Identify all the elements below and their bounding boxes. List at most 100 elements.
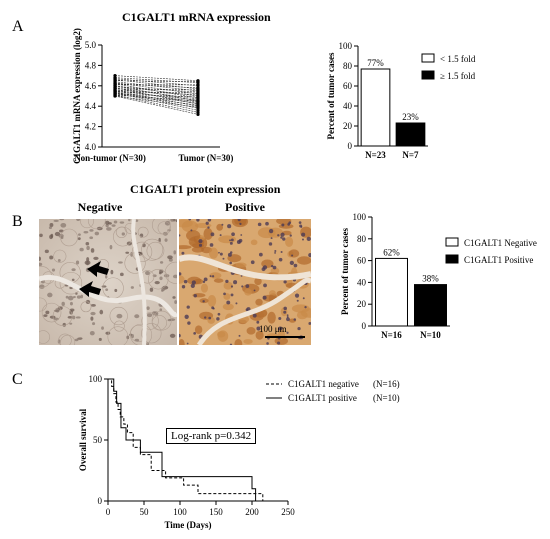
cell-nucleus <box>219 252 223 256</box>
cell-nucleus <box>229 251 233 254</box>
cell-outline <box>80 219 94 229</box>
cell-nucleus <box>151 311 157 315</box>
cell-nucleus <box>101 326 104 330</box>
cell-nucleus <box>71 268 76 272</box>
cell-outline <box>53 249 67 263</box>
stain-region <box>250 239 258 246</box>
bar <box>414 284 447 327</box>
cell-nucleus <box>231 232 235 237</box>
cell-nucleus <box>226 300 231 305</box>
cell-nucleus <box>159 261 164 264</box>
x-tick-label: Tumor (N=30) <box>179 153 234 163</box>
y-axis-label: Overall survival <box>78 408 88 471</box>
cell-nucleus <box>59 219 65 221</box>
stain-region <box>223 281 233 290</box>
cell-nucleus <box>283 306 287 311</box>
cell-nucleus <box>302 297 305 300</box>
cell-nucleus <box>65 295 69 299</box>
stain-region <box>296 256 311 265</box>
cell-nucleus <box>90 304 96 307</box>
cell-nucleus <box>210 232 215 237</box>
cell-nucleus <box>245 284 250 289</box>
stain-region <box>181 220 199 233</box>
cell-nucleus <box>308 322 311 325</box>
data-point <box>196 95 200 99</box>
cell-nucleus <box>274 252 276 254</box>
cell-nucleus <box>161 286 166 291</box>
micrograph-positive: 100 μm <box>179 219 311 345</box>
cell-outline <box>115 226 128 238</box>
cell-nucleus <box>99 309 104 315</box>
bar-data-label: 38% <box>422 274 439 284</box>
pair-line <box>114 89 199 96</box>
pair-line <box>114 83 199 89</box>
cell-nucleus <box>53 219 59 222</box>
cell-nucleus <box>89 236 94 240</box>
cell-outline <box>107 326 129 345</box>
cell-nucleus <box>306 236 311 242</box>
cell-outline <box>41 302 62 323</box>
pair-line <box>114 77 199 84</box>
legend-label: C1GALT1 negative <box>288 379 359 389</box>
cell-nucleus <box>274 249 277 253</box>
cell-nucleus <box>80 294 84 299</box>
cell-outline <box>141 323 162 344</box>
cell-nucleus <box>48 226 52 230</box>
cell-nucleus <box>86 257 90 262</box>
stain-region <box>246 327 256 335</box>
cell-nucleus <box>186 305 190 309</box>
cell-nucleus <box>301 232 306 237</box>
cell-nucleus <box>39 262 43 266</box>
cell-nucleus <box>154 281 160 285</box>
cell-nucleus <box>188 219 192 221</box>
stain-region <box>254 277 262 286</box>
protein-title: C1GALT1 protein expression <box>130 182 281 196</box>
negative-label: Negative <box>77 200 123 214</box>
cell-nucleus <box>111 224 116 227</box>
cell-nucleus <box>268 242 273 246</box>
cell-nucleus <box>282 237 286 241</box>
cell-nucleus <box>266 342 269 345</box>
y-axis-label: Percent of tumor cases <box>326 52 336 139</box>
panel-label-a: A <box>12 18 24 35</box>
cell-nucleus <box>94 231 100 236</box>
cell-nucleus <box>121 232 125 236</box>
x-tick-label: 150 <box>209 507 223 517</box>
cell-nucleus <box>109 244 113 250</box>
y-tick-label: 60 <box>357 256 367 266</box>
cell-outline <box>113 320 125 332</box>
y-tick-label: 4.8 <box>85 60 97 70</box>
pair-line <box>114 75 199 81</box>
cell-nucleus <box>69 308 75 312</box>
cell-outline <box>39 297 47 312</box>
cell-nucleus <box>149 287 154 292</box>
cell-outline <box>146 241 165 260</box>
cell-nucleus <box>229 261 232 265</box>
legend-swatch <box>445 237 459 247</box>
mrna-title: C1GALT1 mRNA expression <box>122 10 271 24</box>
legend-label: C1GALT1 positive <box>288 393 357 403</box>
legend-label: C1GALT1 Positive <box>464 255 533 265</box>
cell-nucleus <box>114 288 118 293</box>
cell-nucleus <box>74 338 79 342</box>
cell-nucleus <box>227 224 232 229</box>
cell-nucleus <box>158 272 162 275</box>
cell-nucleus <box>67 295 74 301</box>
cell-nucleus <box>162 231 168 236</box>
y-tick-label: 100 <box>353 212 367 222</box>
y-tick-label: 100 <box>89 374 103 384</box>
cell-nucleus <box>235 302 238 305</box>
stain-region <box>285 236 294 247</box>
cell-nucleus <box>287 223 290 226</box>
pair-line <box>114 93 199 98</box>
data-point <box>196 83 200 87</box>
cell-nucleus <box>205 221 209 225</box>
cell-nucleus <box>283 310 287 314</box>
y-tick-label: 5.0 <box>85 40 97 50</box>
cell-outline <box>39 330 50 344</box>
data-point <box>196 80 200 84</box>
cell-nucleus <box>211 275 215 278</box>
cell-nucleus <box>59 229 64 233</box>
x-tick-label: 100 <box>173 507 187 517</box>
